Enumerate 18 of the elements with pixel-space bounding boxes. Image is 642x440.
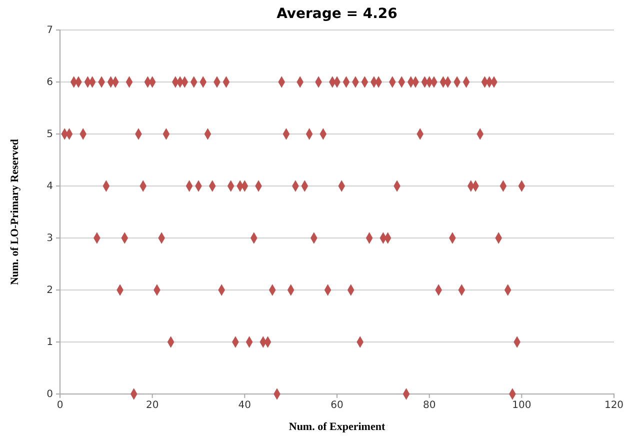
x-tick-label: 60 xyxy=(330,400,344,412)
y-tick-label: 0 xyxy=(46,389,53,400)
y-tick-label: 2 xyxy=(46,285,53,296)
x-tick-label: 20 xyxy=(146,400,159,412)
x-tick-label: 100 xyxy=(512,400,532,412)
y-tick-label: 3 xyxy=(46,233,53,244)
y-tick-label: 1 xyxy=(46,337,53,348)
x-tick-label: 0 xyxy=(56,400,64,412)
x-tick-label: 80 xyxy=(422,400,436,412)
y-axis-title: Num. of LO-Primary Reserved xyxy=(9,138,21,286)
x-axis-title: Num. of Experiment xyxy=(288,421,386,433)
y-tick-label: 7 xyxy=(46,25,53,36)
x-tick-label: 40 xyxy=(238,400,252,412)
chart-title: Average = 4.26 xyxy=(276,6,398,22)
y-tick-label: 5 xyxy=(46,129,53,140)
x-tick-label: 120 xyxy=(604,400,624,412)
y-tick-label: 6 xyxy=(46,77,53,88)
y-tick-label: 4 xyxy=(46,181,53,192)
